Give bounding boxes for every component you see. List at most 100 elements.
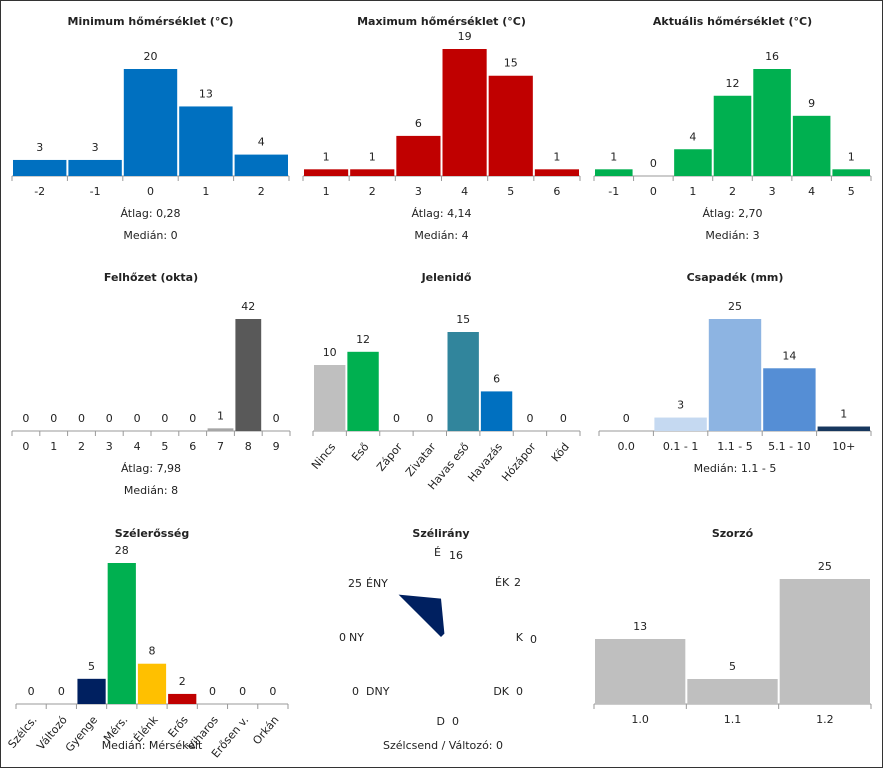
chart-title: Szélirány [412, 527, 469, 540]
category-label: 10+ [832, 440, 855, 453]
value-label: 1 [840, 408, 847, 421]
annotation: Medián: 4 [414, 229, 468, 242]
category-label: 5.1 - 10 [768, 440, 810, 453]
value-label: 15 [504, 57, 518, 70]
category-label: 0 [22, 440, 29, 453]
category-label: 2 [258, 185, 265, 198]
bar [179, 106, 233, 176]
value-label: 13 [633, 620, 647, 633]
bar [314, 365, 346, 431]
category-label: 4 [134, 440, 141, 453]
value-label: 0 [516, 685, 523, 698]
value-label: 4 [258, 136, 265, 149]
bar [480, 391, 513, 431]
value-label: 16 [449, 549, 463, 562]
value-label: 3 [92, 141, 99, 154]
bar [168, 693, 197, 704]
wind-rose [398, 594, 445, 637]
value-label: 0 [650, 157, 657, 170]
value-label: 0 [22, 412, 29, 425]
value-label: 5 [729, 660, 736, 673]
annotation: Átlag: 7,98 [121, 462, 181, 475]
value-label: 3 [36, 141, 43, 154]
value-label: 9 [808, 97, 815, 110]
value-label: 0 [393, 412, 400, 425]
annotation: Átlag: 4,14 [411, 207, 471, 220]
bar [107, 563, 136, 704]
bar [304, 169, 349, 176]
value-label: 2 [514, 576, 521, 589]
category-label: 6 [553, 185, 560, 198]
value-label: 5 [88, 660, 95, 673]
value-label: 0 [452, 715, 459, 728]
category-label: 1.1 - 5 [717, 440, 752, 453]
value-label: 28 [115, 544, 129, 557]
category-label: 0.1 - 1 [663, 440, 698, 453]
value-label: 0 [134, 412, 141, 425]
category-label: 1.0 [631, 713, 649, 726]
category-label: -1 [90, 185, 101, 198]
value-label: 1 [848, 150, 855, 163]
category-label: 1 [689, 185, 696, 198]
annotation: Átlag: 2,70 [702, 207, 762, 220]
category-label: 4 [808, 185, 815, 198]
bar [488, 75, 533, 176]
value-label: 0 [189, 412, 196, 425]
bar [792, 115, 831, 176]
bar [708, 319, 762, 431]
value-label: 4 [689, 130, 696, 143]
value-label: 1 [217, 409, 224, 422]
category-label: -2 [34, 185, 45, 198]
category-label: -1 [608, 185, 619, 198]
direction-label: NY [349, 631, 364, 644]
chart-title: Felhőzet (okta) [104, 271, 198, 284]
value-label: 0 [239, 685, 246, 698]
direction-label: ÉK [495, 576, 510, 589]
value-label: 13 [199, 87, 213, 100]
bar [68, 159, 122, 176]
category-label: 3 [769, 185, 776, 198]
value-label: 19 [458, 30, 472, 43]
category-label: 9 [273, 440, 280, 453]
value-label: 1 [553, 150, 560, 163]
bar [442, 49, 487, 176]
category-label: 8 [245, 440, 252, 453]
bar [77, 678, 106, 704]
chart-title: Szélerősség [115, 527, 189, 540]
value-label: 6 [415, 117, 422, 130]
category-label: 2 [78, 440, 85, 453]
bar [235, 319, 262, 431]
category-label: 5 [507, 185, 514, 198]
value-label: 0 [50, 412, 57, 425]
value-label: 0 [426, 412, 433, 425]
direction-label: DNY [366, 685, 390, 698]
category-label: 3 [415, 185, 422, 198]
bar [447, 332, 479, 431]
value-label: 8 [149, 645, 156, 658]
category-label: 0 [147, 185, 154, 198]
category-label: 2 [729, 185, 736, 198]
value-label: 0 [526, 412, 533, 425]
annotation: Medián: Mérsékelt [102, 739, 203, 752]
category-label: 3 [106, 440, 113, 453]
chart-title: Maximum hőmérséklet (°C) [357, 15, 526, 28]
value-label: 10 [323, 346, 337, 359]
value-label: 0 [209, 685, 216, 698]
bar [534, 169, 579, 176]
direction-label: ÉNY [366, 577, 388, 590]
value-label: 0 [623, 412, 630, 425]
category-label: 7 [217, 440, 224, 453]
value-label: 12 [726, 77, 740, 90]
category-label: 0.0 [617, 440, 635, 453]
annotation: Medián: 8 [124, 484, 178, 497]
value-label: 16 [765, 50, 779, 63]
bar [207, 428, 234, 431]
category-label: 1.1 [724, 713, 742, 726]
direction-label: D [437, 715, 445, 728]
chart-title: Jelenidő [421, 271, 472, 284]
value-label: 0 [339, 631, 346, 644]
value-label: 20 [144, 50, 158, 63]
bar [779, 579, 870, 704]
